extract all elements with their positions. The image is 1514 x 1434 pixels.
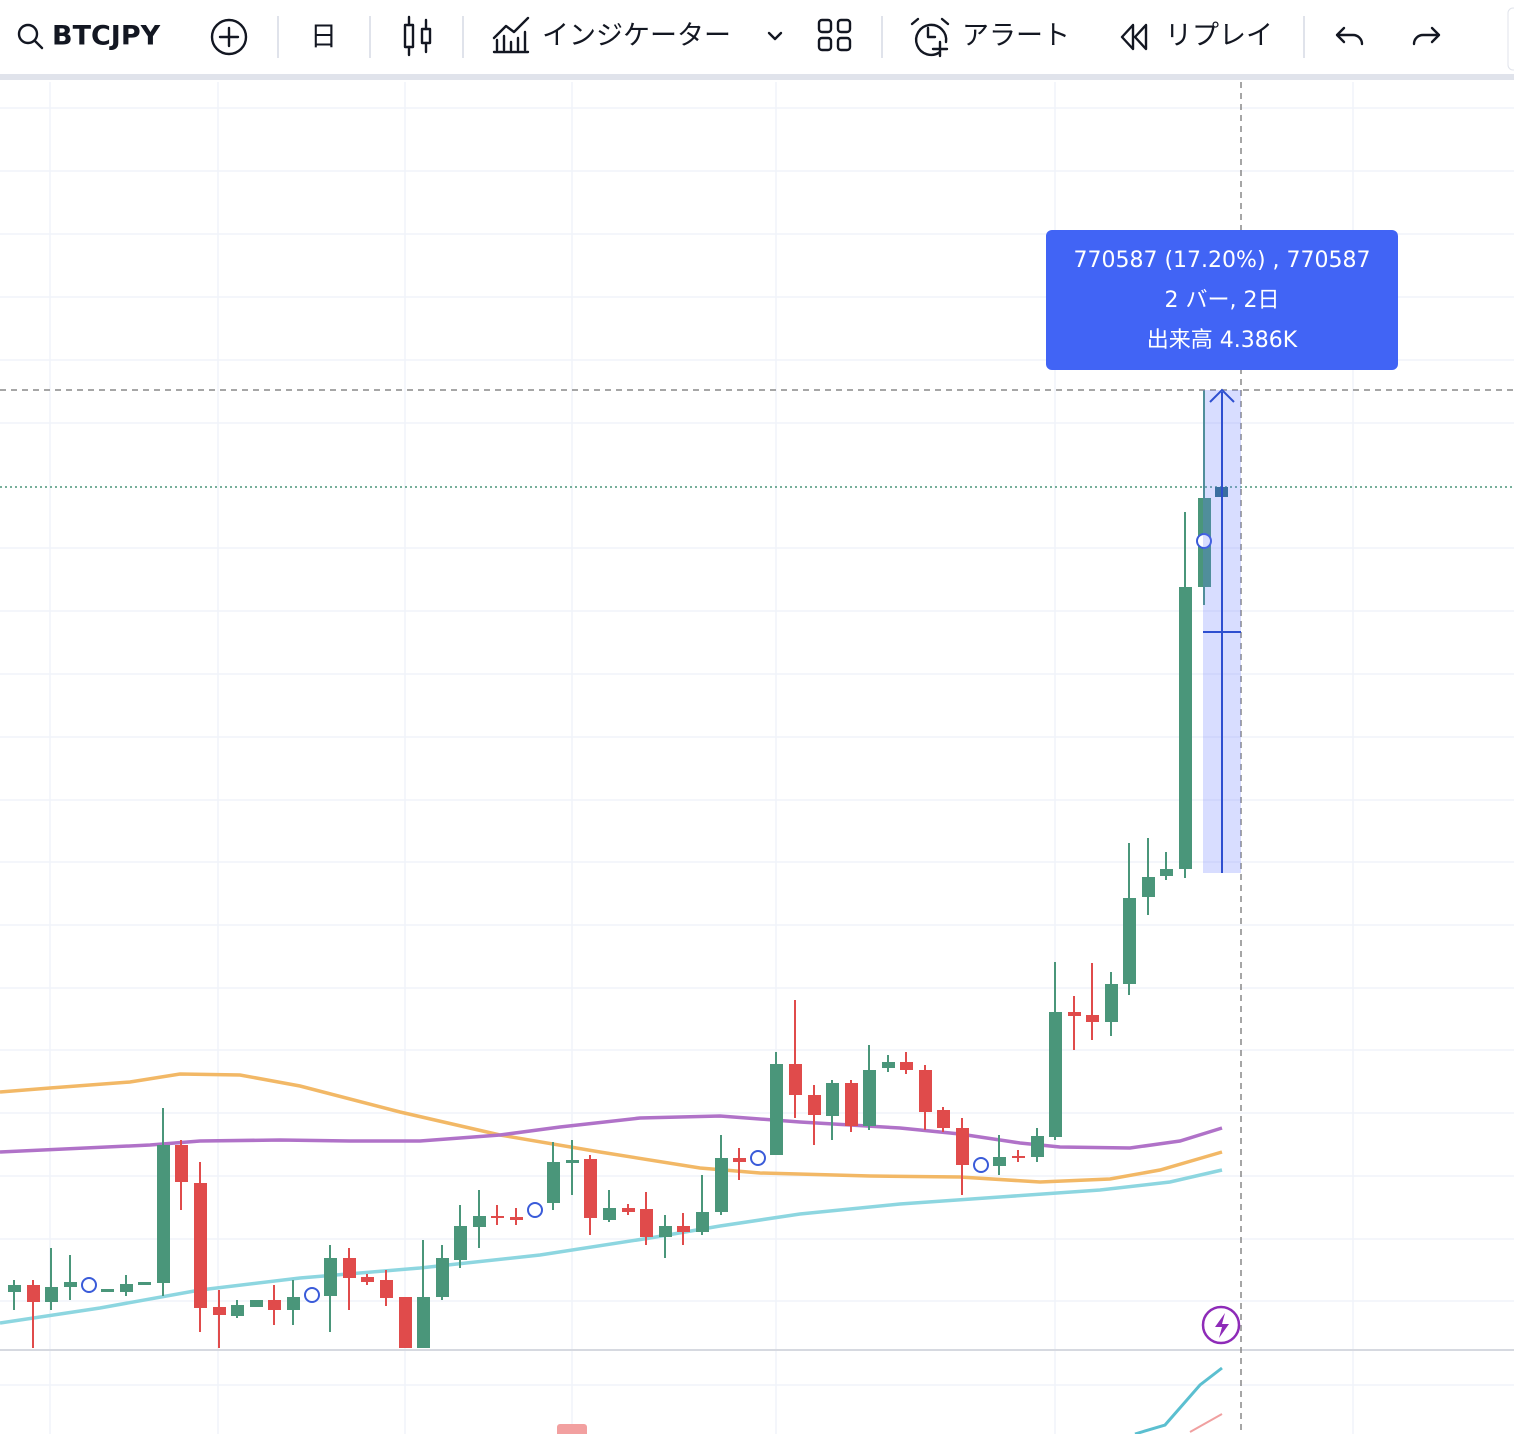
interval[interactable]: 日 (310, 22, 337, 53)
alert-button[interactable]: アラート (910, 17, 1070, 58)
alert: アラート (962, 21, 1070, 52)
lightning-button[interactable] (1201, 1305, 1241, 1345)
toolbar-edge (1507, 7, 1514, 71)
replay-button[interactable]: リプレイ (1120, 21, 1273, 52)
compare-button[interactable] (210, 18, 248, 56)
indicators: インジケーター (542, 21, 731, 52)
chart-type[interactable] (403, 15, 432, 57)
indicator-line-2 (1189, 1413, 1223, 1433)
symbol-search[interactable]: BTCJPY (17, 21, 161, 52)
measure-arrowhead (1209, 388, 1235, 403)
layout-button[interactable] (817, 18, 852, 52)
ma-orange (0, 1072, 1223, 1184)
symbol: BTCJPY (52, 21, 161, 52)
event-markers (81, 533, 1212, 1303)
ma-purple (0, 1114, 1223, 1154)
indicators-button[interactable]: インジケーター (492, 16, 783, 54)
measure-tooltip (1046, 230, 1398, 370)
measure-bars: 2 バー, 2日 (1165, 288, 1280, 313)
replay: リプレイ (1165, 21, 1273, 52)
volume-bar (557, 1424, 587, 1434)
toolbar-border (0, 74, 1514, 80)
measure-change: 770587 (17.20%) , 770587 (1074, 248, 1371, 273)
measure-volume: 出来高 4.386K (1147, 328, 1298, 353)
toolbar (0, 0, 1514, 74)
redo-button[interactable] (1412, 26, 1441, 46)
indicator-line (1134, 1366, 1223, 1434)
undo-button[interactable] (1335, 26, 1364, 46)
separators (277, 16, 1305, 58)
